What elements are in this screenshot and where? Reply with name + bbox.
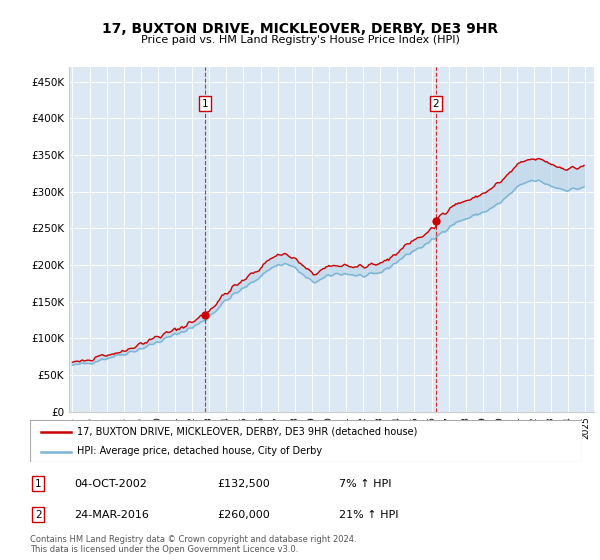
Text: 2: 2 [35, 510, 41, 520]
Text: £132,500: £132,500 [218, 479, 271, 489]
Text: 17, BUXTON DRIVE, MICKLEOVER, DERBY, DE3 9HR: 17, BUXTON DRIVE, MICKLEOVER, DERBY, DE3… [102, 22, 498, 36]
Text: HPI: Average price, detached house, City of Derby: HPI: Average price, detached house, City… [77, 446, 322, 456]
Text: 21% ↑ HPI: 21% ↑ HPI [339, 510, 398, 520]
Text: 2: 2 [433, 99, 439, 109]
Text: 7% ↑ HPI: 7% ↑ HPI [339, 479, 392, 489]
Text: £260,000: £260,000 [218, 510, 271, 520]
Text: Contains HM Land Registry data © Crown copyright and database right 2024.
This d: Contains HM Land Registry data © Crown c… [30, 535, 356, 554]
Text: 1: 1 [35, 479, 41, 489]
FancyBboxPatch shape [30, 420, 582, 462]
Text: 24-MAR-2016: 24-MAR-2016 [74, 510, 149, 520]
Text: 1: 1 [202, 99, 208, 109]
Text: Price paid vs. HM Land Registry's House Price Index (HPI): Price paid vs. HM Land Registry's House … [140, 35, 460, 45]
Text: 04-OCT-2002: 04-OCT-2002 [74, 479, 147, 489]
Text: 17, BUXTON DRIVE, MICKLEOVER, DERBY, DE3 9HR (detached house): 17, BUXTON DRIVE, MICKLEOVER, DERBY, DE3… [77, 427, 417, 437]
